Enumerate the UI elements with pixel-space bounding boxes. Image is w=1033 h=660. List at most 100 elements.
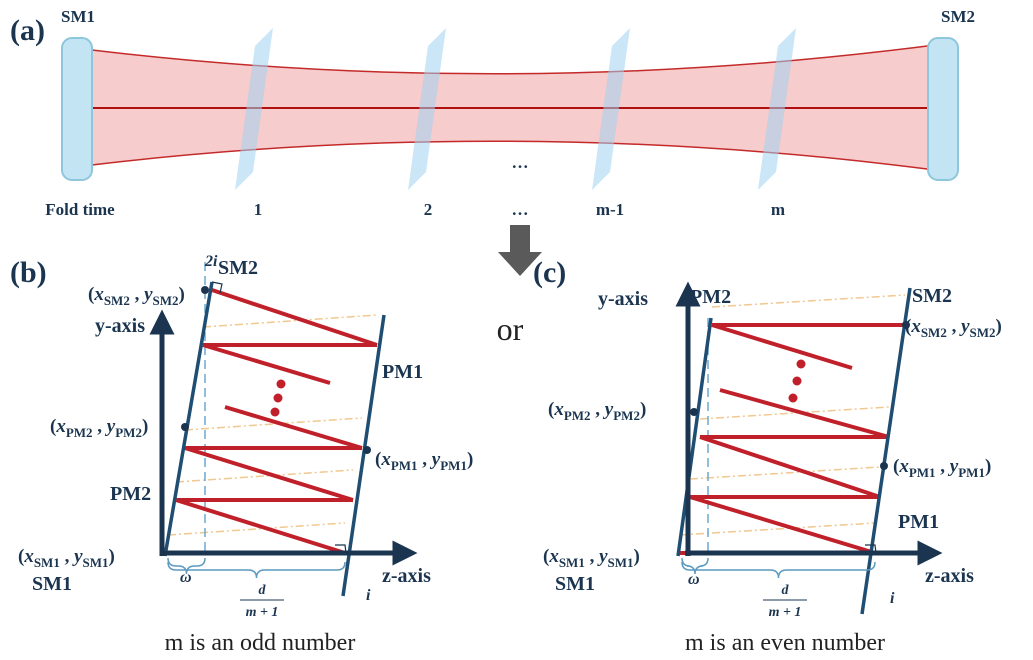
mirror-label: PM1 bbox=[382, 361, 423, 383]
coordinate-label: (xSM1 , ySM1) bbox=[18, 546, 115, 570]
paren: ) bbox=[179, 284, 185, 305]
subscript: SM1 bbox=[559, 555, 585, 570]
coord-x: x bbox=[23, 546, 34, 567]
separator: , bbox=[947, 316, 961, 337]
coordinate-label: (xPM2 , yPM2) bbox=[50, 416, 148, 440]
beam-segment bbox=[176, 500, 345, 553]
dot bbox=[789, 394, 798, 403]
mirror-label: SM2 bbox=[941, 7, 975, 26]
beam-segment bbox=[712, 325, 852, 368]
paren: ) bbox=[109, 546, 115, 567]
mirror-label: SM1 bbox=[61, 7, 95, 26]
subscript: PM2 bbox=[115, 425, 142, 440]
beam-trace bbox=[712, 295, 905, 307]
subscript: SM2 bbox=[921, 325, 947, 340]
subscript: SM2 bbox=[153, 293, 179, 308]
coord-y: y bbox=[597, 546, 608, 567]
subscript: SM2 bbox=[970, 325, 996, 340]
omega-label: ω bbox=[180, 569, 192, 586]
dot bbox=[797, 360, 806, 369]
separator: , bbox=[93, 416, 107, 437]
fold-index: m bbox=[771, 200, 785, 219]
mirror-label: SM2 bbox=[912, 285, 952, 307]
subscript: SM2 bbox=[104, 293, 130, 308]
subscript: PM2 bbox=[564, 408, 591, 423]
dot bbox=[277, 380, 286, 389]
subscript: SM1 bbox=[83, 555, 109, 570]
figure: (a)SM1SM2Fold time12…m-1m…or(b)SM22i(xSM… bbox=[0, 0, 1033, 660]
subscript: PM2 bbox=[613, 408, 640, 423]
subscript: PM1 bbox=[909, 465, 936, 480]
coordinate-label: (xSM1 , ySM1) bbox=[543, 546, 640, 570]
coord-x: x bbox=[55, 416, 66, 437]
brace bbox=[682, 562, 875, 578]
axis-label: y-axis bbox=[95, 315, 145, 337]
dot bbox=[363, 446, 371, 454]
or-label: or bbox=[497, 311, 524, 347]
mirror bbox=[62, 38, 92, 180]
separator: , bbox=[60, 546, 74, 567]
paren: ) bbox=[142, 416, 148, 437]
coord-y: y bbox=[430, 449, 441, 470]
paren: ) bbox=[996, 316, 1002, 337]
beam-segment bbox=[720, 390, 889, 437]
paren: ) bbox=[467, 449, 473, 470]
mirror-label: PM1 bbox=[898, 511, 939, 533]
caption: m is an even number bbox=[685, 630, 885, 656]
fold-index: 2 bbox=[424, 200, 433, 219]
angle-label: 2i bbox=[204, 253, 218, 270]
beam-segment bbox=[225, 407, 362, 448]
mirror-label: SM1 bbox=[32, 573, 72, 595]
mirror-label: PM2 bbox=[110, 483, 151, 505]
omega-label: ω bbox=[688, 571, 700, 588]
coord-y: y bbox=[959, 316, 970, 337]
subscript: SM1 bbox=[608, 555, 634, 570]
panel-label: (b) bbox=[10, 256, 47, 289]
separator: , bbox=[591, 399, 605, 420]
beam-segment bbox=[700, 437, 880, 497]
coord-x: x bbox=[898, 456, 909, 477]
separator: , bbox=[418, 449, 432, 470]
coord-y: y bbox=[603, 399, 614, 420]
fraction-denominator: m + 1 bbox=[769, 605, 802, 620]
dot bbox=[201, 286, 209, 294]
dot bbox=[274, 394, 283, 403]
fold-time-label: Fold time bbox=[45, 200, 115, 219]
coord-x: x bbox=[93, 284, 104, 305]
angle-label: i bbox=[366, 587, 371, 604]
subscript: PM2 bbox=[66, 425, 93, 440]
paren: ) bbox=[640, 399, 646, 420]
coord-x: x bbox=[553, 399, 564, 420]
panel-label: (a) bbox=[10, 14, 45, 47]
fraction-numerator: d bbox=[782, 583, 790, 598]
ellipsis: … bbox=[512, 153, 529, 172]
fraction-denominator: m + 1 bbox=[246, 605, 279, 620]
mirror-label: SM2 bbox=[218, 257, 258, 279]
beam-trace bbox=[690, 467, 880, 479]
subscript: PM1 bbox=[440, 458, 467, 473]
coord-y: y bbox=[105, 416, 116, 437]
angle-label: i bbox=[890, 590, 895, 607]
coordinate-label: (xPM1 , yPM1) bbox=[893, 456, 991, 480]
fold-index: … bbox=[512, 200, 529, 219]
coordinate-label: (xPM1 , yPM1) bbox=[375, 449, 473, 473]
coord-y: y bbox=[142, 284, 153, 305]
axis-label: z-axis bbox=[382, 565, 431, 587]
coordinate-label: (xSM2 , ySM2) bbox=[88, 284, 185, 308]
beam-segment bbox=[203, 345, 330, 383]
beam-segment bbox=[185, 448, 353, 500]
mirror bbox=[928, 38, 958, 180]
separator: , bbox=[936, 456, 950, 477]
axis-label: y-axis bbox=[598, 288, 648, 310]
coordinate-label: (xSM2 , ySM2) bbox=[905, 316, 1002, 340]
panel-label: (c) bbox=[533, 256, 566, 289]
coordinate-label: (xPM2 , yPM2) bbox=[548, 399, 646, 423]
coord-x: x bbox=[548, 546, 559, 567]
coord-x: x bbox=[380, 449, 391, 470]
subscript: SM1 bbox=[34, 555, 60, 570]
dot bbox=[181, 423, 189, 431]
dot bbox=[271, 408, 280, 417]
dot bbox=[880, 462, 888, 470]
mirror-label: SM1 bbox=[555, 573, 595, 595]
paren: ) bbox=[985, 456, 991, 477]
